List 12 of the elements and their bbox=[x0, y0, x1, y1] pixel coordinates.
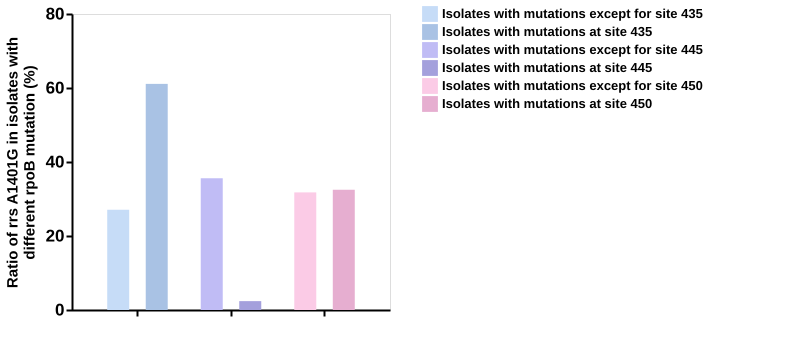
legend-label: Isolates with mutations except for site 435 bbox=[442, 6, 703, 21]
y-tick-label: 60 bbox=[46, 78, 64, 98]
legend-label: Isolates with mutations except for site 450 bbox=[442, 78, 703, 93]
y-tick-label: 0 bbox=[55, 300, 64, 320]
legend-label: Isolates with mutations at site 450 bbox=[442, 96, 652, 111]
y-tick-label: 40 bbox=[46, 152, 64, 172]
legend-label: Isolates with mutations except for site 445 bbox=[442, 42, 703, 57]
y-tick-label: 20 bbox=[46, 226, 64, 246]
legend-label: Isolates with mutations at site 435 bbox=[442, 24, 652, 39]
legend-label: Isolates with mutations at site 445 bbox=[442, 60, 652, 75]
y-tick-label: 80 bbox=[46, 4, 64, 24]
y-axis-title: Ratio of rrs A1401G in isolates with different rpoB mutation (%) bbox=[4, 36, 39, 288]
